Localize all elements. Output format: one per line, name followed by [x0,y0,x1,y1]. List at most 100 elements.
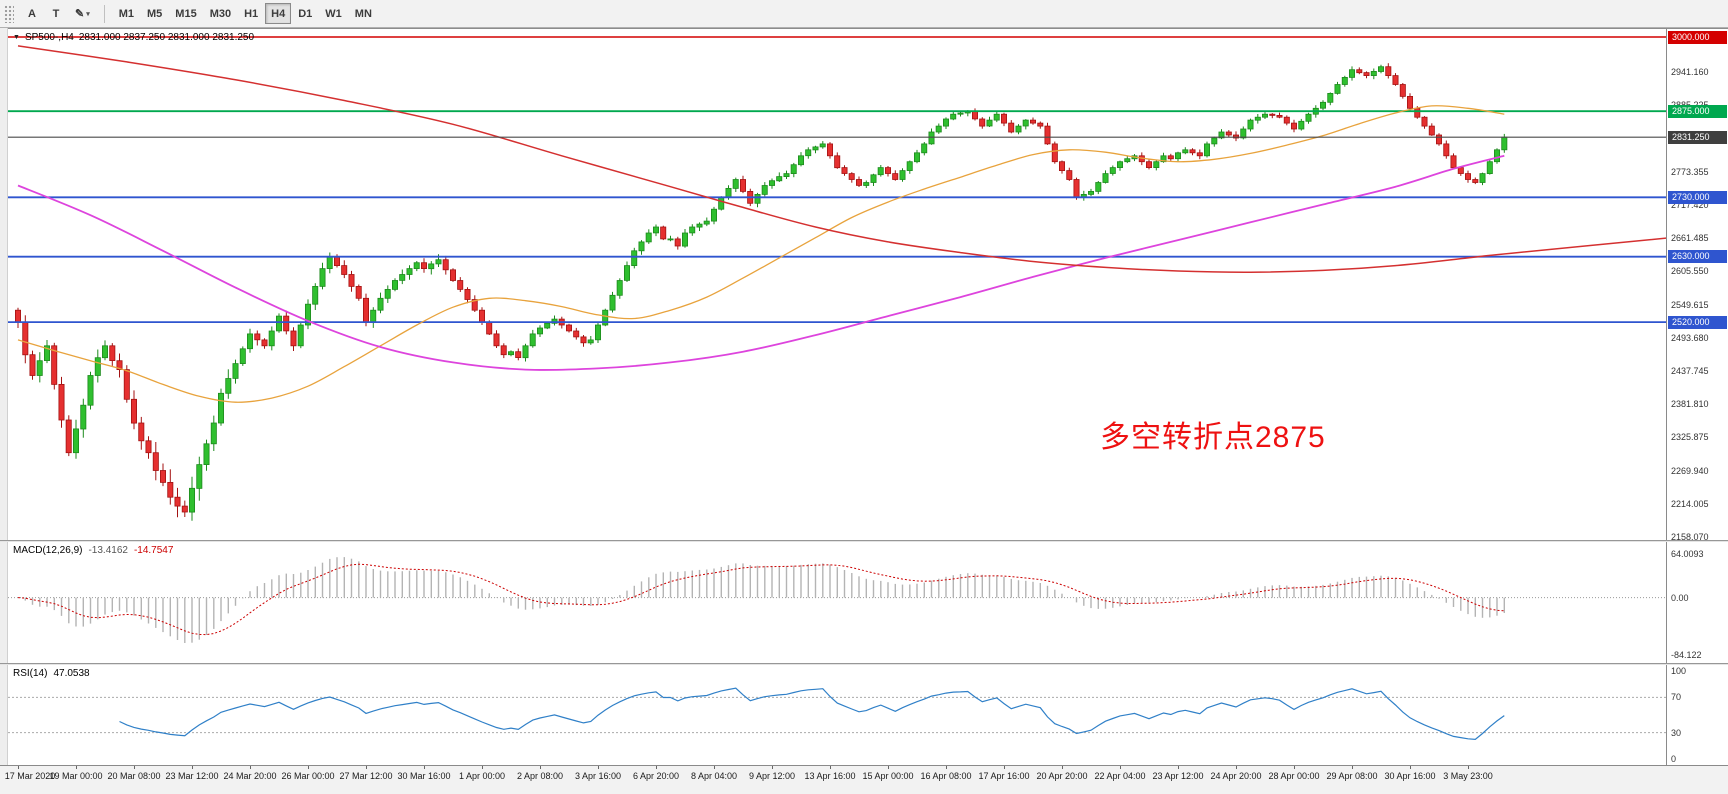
price-axis-label: 2437.745 [1671,365,1709,376]
time-axis-label: 23 Mar 12:00 [165,771,219,781]
time-axis-label: 2 Apr 08:00 [516,771,564,781]
time-axis-tick [1352,766,1353,769]
time-axis-label: 24 Apr 20:00 [1210,771,1262,781]
time-axis-tick [598,766,599,769]
draw-tools-button[interactable]: ✎ ▾ [69,3,96,24]
time-axis-tick [830,766,831,769]
toolbar-grip[interactable] [4,4,14,23]
price-axis-label: 2549.615 [1671,299,1709,310]
time-axis-label: 23 Apr 12:00 [1152,771,1204,781]
chevron-down-icon: ▾ [86,10,90,18]
macd-pane: MACD(12,26,9) -13.4162 -14.7547 64.0093 0… [8,542,1728,663]
time-axis-label: 6 Apr 20:00 [632,771,680,781]
timeframe-button-m1[interactable]: M1 [113,3,140,24]
time-axis-label: 28 Apr 00:00 [1268,771,1320,781]
toolbar-separator [103,4,105,23]
rsi-axis-label: 70 [1671,692,1682,703]
text-label-tool-button[interactable]: A [21,3,43,24]
pane-splitter[interactable] [0,540,1728,542]
macd-label: MACD(12,26,9) -13.4162 -14.7547 [13,545,173,556]
macd-name: MACD(12,26,9) [13,545,83,556]
timeframe-button-mn[interactable]: MN [349,3,378,24]
level-price-tag: 2520.000 [1668,315,1727,329]
time-axis-label: 19 Mar 00:00 [49,771,103,781]
time-axis-label: 9 Apr 12:00 [748,771,796,781]
rsi-value: 47.0538 [53,668,90,679]
timeframe-button-m5[interactable]: M5 [141,3,168,24]
time-axis-tick [1120,766,1121,769]
time-axis-label: 30 Mar 16:00 [397,771,451,781]
macd-signal-value: -14.7547 [133,545,174,556]
time-axis-label: 30 Apr 16:00 [1384,771,1436,781]
time-axis-label: 24 Mar 20:00 [223,771,277,781]
time-axis-tick [1236,766,1237,769]
chart-annotation-text[interactable]: 多空转折点2875 [1100,421,1326,454]
price-axis-label: 2269.940 [1671,465,1709,476]
price-axis-label: 2717.420 [1671,199,1709,210]
rsi-name: RSI(14) [13,668,48,679]
pane-splitter[interactable] [0,663,1728,665]
level-price-tag: 2730.000 [1668,190,1727,204]
time-axis-label: 13 Apr 16:00 [804,771,856,781]
timeframe-button-m30[interactable]: M30 [204,3,237,24]
time-axis-label: 22 Apr 04:00 [1094,771,1146,781]
timeframe-button-m15[interactable]: M15 [169,3,202,24]
time-axis-tick [192,766,193,769]
time-axis-tick [18,766,19,769]
macd-axis[interactable]: 64.0093 0.00 -84.122 [1666,542,1728,663]
text-box-tool-button[interactable]: T [45,3,67,24]
time-axis-tick [1294,766,1295,769]
time-axis-label: 20 Apr 20:00 [1036,771,1088,781]
ohlc-values: 2831.000 2837.250 2831.000 2831.250 [78,32,255,43]
macd-axis-label: 64.0093 [1671,549,1704,559]
time-axis-label: 15 Apr 00:00 [862,771,914,781]
time-axis-tick [366,766,367,769]
time-axis-tick [946,766,947,769]
time-axis-tick [888,766,889,769]
timeframe-button-h1[interactable]: H1 [238,3,264,24]
time-axis[interactable]: 17 Mar 2020 19 Mar 00:00 20 Mar 08:00 23 Ma… [0,765,1728,794]
time-axis-tick [76,766,77,769]
time-axis-tick [1004,766,1005,769]
rsi-canvas[interactable] [8,665,1666,765]
price-axis-label: 2158.070 [1671,532,1709,542]
time-axis-tick [1178,766,1179,769]
time-axis-tick [308,766,309,769]
rsi-axis-label: 30 [1671,727,1682,738]
price-axis[interactable]: 2941.1602885.2252773.3552717.4202661.485… [1666,29,1728,542]
timeframe-button-group: M1 M5 M15 M30 H1 H4 D1 W1 MN [113,3,378,24]
level-price-tag: 2630.000 [1668,250,1727,264]
level-price-tag: 3000.000 [1668,30,1727,44]
timeframe-button-h4[interactable]: H4 [265,3,292,24]
time-axis-tick [424,766,425,769]
timeframe-button-w1[interactable]: W1 [319,3,348,24]
time-axis-tick [656,766,657,769]
time-axis-label: 26 Mar 00:00 [281,771,335,781]
time-axis-tick [134,766,135,769]
time-axis-tick [1410,766,1411,769]
timeframe-button-d1[interactable]: D1 [292,3,318,24]
time-axis-tick [714,766,715,769]
time-axis-label: 20 Mar 08:00 [107,771,161,781]
rsi-axis[interactable]: 100 70 30 0 [1666,665,1728,765]
level-price-tag: 2875.000 [1668,104,1727,118]
price-axis-label: 2605.550 [1671,266,1709,277]
price-axis-label: 2214.005 [1671,498,1709,509]
macd-canvas[interactable] [8,542,1666,663]
time-axis-tick [250,766,251,769]
time-axis-label: 8 Apr 04:00 [690,771,738,781]
chart-left-margin [0,28,8,765]
price-axis-label: 2493.680 [1671,332,1709,343]
chart-title: ▼ SP500-,H4 2831.000 2837.250 2831.000 2… [13,32,254,43]
time-axis-tick [1468,766,1469,769]
price-axis-label: 2381.810 [1671,399,1709,410]
toolbar: A T ✎ ▾ M1 M5 M15 M30 H1 H4 D1 W1 MN [0,0,1728,28]
rsi-label: RSI(14) 47.0538 [13,668,90,679]
time-axis-label: 17 Mar 2020 [4,771,56,781]
pencil-icon: ✎ [75,8,85,20]
main-chart-pane: ▼ SP500-,H4 2831.000 2837.250 2831.000 2… [8,28,1728,542]
current-price-tag: 2831.250 [1668,130,1727,144]
price-chart-canvas[interactable] [8,29,1666,541]
time-axis-label: 17 Apr 16:00 [978,771,1030,781]
